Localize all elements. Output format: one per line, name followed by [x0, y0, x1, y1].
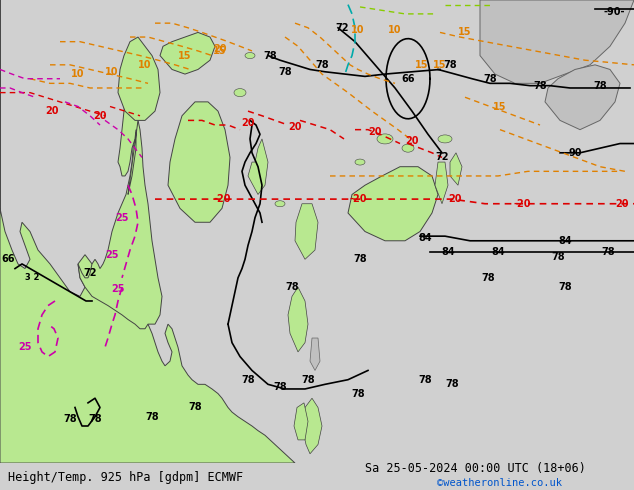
Ellipse shape — [377, 134, 393, 144]
Ellipse shape — [245, 52, 255, 59]
Text: 20: 20 — [288, 122, 302, 132]
Polygon shape — [288, 287, 308, 352]
Text: 72: 72 — [83, 268, 97, 278]
Polygon shape — [160, 32, 215, 74]
Text: 15: 15 — [213, 46, 227, 56]
Polygon shape — [118, 37, 160, 121]
Text: 78: 78 — [601, 247, 615, 257]
Text: 15: 15 — [415, 60, 429, 70]
Text: 78: 78 — [285, 282, 299, 292]
Text: 72: 72 — [335, 23, 349, 33]
Text: 78: 78 — [63, 414, 77, 424]
Polygon shape — [545, 65, 620, 130]
Ellipse shape — [355, 159, 365, 165]
Text: 15: 15 — [178, 50, 191, 61]
Text: ©weatheronline.co.uk: ©weatheronline.co.uk — [437, 478, 562, 488]
Text: 20: 20 — [615, 199, 629, 209]
Polygon shape — [310, 338, 320, 370]
Text: 78: 78 — [445, 379, 459, 390]
Text: 20: 20 — [448, 194, 462, 204]
Text: 15: 15 — [493, 101, 507, 112]
Text: 10: 10 — [71, 69, 85, 79]
Polygon shape — [295, 204, 318, 259]
Text: 78: 78 — [278, 67, 292, 77]
Text: 78: 78 — [593, 81, 607, 91]
Text: 20: 20 — [368, 127, 382, 137]
Text: 90: 90 — [568, 148, 582, 158]
Text: 78: 78 — [353, 254, 367, 264]
Polygon shape — [435, 162, 448, 204]
Text: 78: 78 — [418, 375, 432, 385]
Text: 66: 66 — [1, 254, 15, 264]
Text: 78: 78 — [533, 81, 547, 91]
Text: 84: 84 — [418, 233, 432, 244]
Text: 78: 78 — [443, 60, 457, 70]
Ellipse shape — [438, 135, 452, 143]
Polygon shape — [348, 167, 438, 241]
Ellipse shape — [275, 201, 285, 207]
Text: 84: 84 — [441, 247, 455, 257]
Polygon shape — [118, 47, 140, 195]
Text: 20: 20 — [213, 44, 227, 53]
Polygon shape — [0, 0, 295, 463]
Text: 72: 72 — [436, 152, 449, 163]
Text: 10: 10 — [138, 60, 152, 70]
Text: 25: 25 — [18, 343, 32, 352]
Text: 20: 20 — [93, 111, 107, 121]
Text: -20: -20 — [349, 194, 366, 204]
Text: 10: 10 — [351, 25, 365, 35]
Text: 20: 20 — [242, 118, 255, 128]
Text: 78: 78 — [301, 375, 315, 385]
Text: 78: 78 — [273, 382, 287, 392]
Polygon shape — [450, 153, 462, 185]
Text: 20: 20 — [405, 136, 418, 146]
Text: -90-: -90- — [603, 6, 624, 17]
Text: Height/Temp. 925 hPa [gdpm] ECMWF: Height/Temp. 925 hPa [gdpm] ECMWF — [8, 471, 243, 484]
Polygon shape — [248, 139, 268, 195]
Polygon shape — [302, 398, 322, 454]
Text: 3 2: 3 2 — [25, 273, 39, 282]
Text: 84: 84 — [491, 247, 505, 257]
Text: Sa 25-05-2024 00:00 UTC (18+06): Sa 25-05-2024 00:00 UTC (18+06) — [365, 462, 585, 475]
Polygon shape — [168, 102, 230, 222]
Text: 66: 66 — [401, 74, 415, 84]
Text: 78: 78 — [88, 414, 102, 424]
Text: 78: 78 — [551, 252, 565, 262]
Text: -20: -20 — [213, 194, 231, 204]
Polygon shape — [480, 0, 634, 83]
Text: 78: 78 — [351, 389, 365, 398]
Text: 15: 15 — [458, 27, 472, 37]
Text: 10: 10 — [388, 25, 402, 35]
Text: 10: 10 — [105, 67, 119, 77]
Ellipse shape — [402, 144, 414, 152]
Text: 25: 25 — [105, 250, 119, 260]
Text: -20: -20 — [514, 199, 531, 209]
Text: 78: 78 — [558, 282, 572, 292]
Polygon shape — [294, 403, 308, 440]
Text: 15: 15 — [433, 60, 447, 70]
Text: 78: 78 — [315, 60, 329, 70]
Text: 78: 78 — [263, 50, 277, 61]
Text: 25: 25 — [115, 213, 129, 222]
Text: 25: 25 — [111, 284, 125, 294]
Text: 84: 84 — [558, 236, 572, 246]
Text: 20: 20 — [45, 106, 59, 116]
Text: 78: 78 — [241, 375, 255, 385]
Text: 78: 78 — [483, 74, 497, 84]
Text: 78: 78 — [481, 273, 495, 283]
Polygon shape — [78, 121, 162, 329]
Text: 78: 78 — [188, 402, 202, 413]
Ellipse shape — [234, 89, 246, 97]
Text: 78: 78 — [145, 412, 158, 422]
